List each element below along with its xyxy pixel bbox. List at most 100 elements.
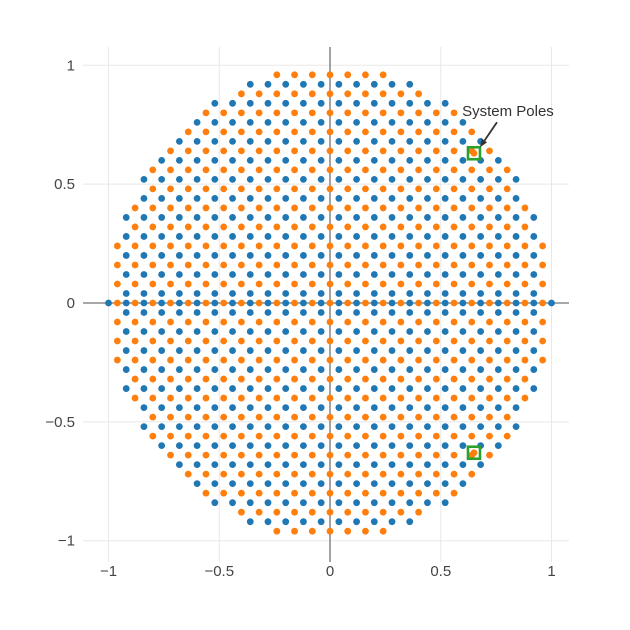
lattice-dot-blue <box>264 99 272 107</box>
lattice-dot-blue <box>512 404 520 411</box>
lattice-dot-blue <box>140 328 148 335</box>
lattice-dot-blue <box>193 175 201 183</box>
lattice-dot-blue <box>530 214 538 221</box>
lattice-dot-orange <box>308 394 316 402</box>
lattice-dot-orange <box>397 413 405 421</box>
lattice-dot-blue <box>193 290 201 297</box>
lattice-dot-orange <box>379 261 387 269</box>
lattice-dot-blue <box>370 99 378 107</box>
lattice-dot-orange <box>291 451 298 459</box>
lattice-dot-orange <box>432 185 440 193</box>
lattice-dot-blue <box>246 461 254 469</box>
lattice-dot-orange <box>308 451 316 459</box>
lattice-dot-blue <box>317 442 325 450</box>
lattice-dot-orange <box>167 185 174 193</box>
lattice-dot-orange <box>202 451 210 459</box>
lattice-dot-blue <box>370 290 378 297</box>
lattice-dot-orange <box>291 318 298 326</box>
lattice-dot-orange <box>397 508 405 516</box>
lattice-dot-orange <box>415 90 422 98</box>
lattice-dot-blue <box>441 461 449 469</box>
lattice-dot-blue <box>494 404 502 411</box>
lattice-dot-orange <box>379 394 387 402</box>
lattice-dot-orange <box>379 128 387 136</box>
lattice-dot-blue <box>335 118 343 126</box>
lattice-dot-orange <box>167 147 174 155</box>
lattice-dot-blue <box>530 347 538 354</box>
lattice-dot-blue <box>317 118 325 126</box>
lattice-dot-blue <box>193 347 201 354</box>
lattice-dot-blue <box>282 347 290 354</box>
lattice-dot-orange <box>503 166 511 174</box>
lattice-dot-blue <box>300 233 307 240</box>
lattice-dot-blue <box>246 385 254 392</box>
lattice-dot-orange <box>255 242 263 250</box>
lattice-dot-orange <box>344 223 352 231</box>
lattice-dot-blue <box>193 442 201 450</box>
lattice-dot-orange <box>202 356 210 364</box>
lattice-dot-orange <box>450 337 458 345</box>
lattice-dot-blue <box>424 290 431 297</box>
y-tick-label: 0.5 <box>54 176 75 193</box>
lattice-dot-orange <box>326 489 334 497</box>
lattice-dot-orange <box>379 147 387 155</box>
lattice-dot-orange <box>468 356 476 364</box>
lattice-dot-orange <box>397 432 405 440</box>
lattice-dot-orange <box>486 185 493 193</box>
lattice-dot-orange <box>326 185 334 193</box>
lattice-dot-orange <box>220 166 228 174</box>
lattice-dot-orange <box>344 204 352 212</box>
lattice-dot-blue <box>264 233 272 240</box>
lattice-dot-orange <box>167 299 174 307</box>
lattice-dot-blue <box>530 366 538 373</box>
lattice-dot-orange <box>344 318 352 326</box>
lattice-dot-blue <box>317 423 325 431</box>
lattice-dot-orange <box>255 166 263 174</box>
lattice-dot-blue <box>335 385 343 392</box>
lattice-dot-blue <box>441 347 449 354</box>
lattice-dot-orange <box>379 451 387 459</box>
lattice-dot-orange <box>326 527 334 535</box>
lattice-dot-orange <box>486 413 493 421</box>
lattice-dot-blue <box>459 328 467 335</box>
lattice-dot-orange <box>273 261 281 269</box>
lattice-dot-blue <box>370 309 378 316</box>
lattice-dot-orange <box>503 204 511 212</box>
lattice-dot-blue <box>353 518 360 526</box>
lattice-dot-orange <box>273 280 281 288</box>
annotation-arrow-line <box>483 121 498 142</box>
lattice-dot-blue <box>282 299 290 307</box>
lattice-dot-blue <box>441 404 449 411</box>
lattice-dot-orange <box>202 166 210 174</box>
lattice-dot-blue <box>459 423 467 431</box>
lattice-dot-blue <box>246 156 254 164</box>
lattice-dot-orange <box>397 470 405 478</box>
lattice-dot-orange <box>149 413 157 421</box>
lattice-dot-blue <box>335 366 343 373</box>
lattice-dot-blue <box>246 271 254 278</box>
lattice-dot-blue <box>175 461 183 469</box>
lattice-dot-orange <box>167 337 174 345</box>
lattice-dot-blue <box>282 385 290 392</box>
lattice-dot-blue <box>353 347 360 354</box>
lattice-dot-orange <box>273 109 281 117</box>
lattice-dot-orange <box>415 413 422 421</box>
lattice-dot-blue <box>388 309 396 316</box>
lattice-dot-blue <box>264 290 272 297</box>
lattice-dot-orange <box>539 299 547 307</box>
lattice-dot-blue <box>175 290 183 297</box>
lattice-dot-blue <box>282 461 290 469</box>
lattice-dot-blue <box>282 423 290 431</box>
lattice-dot-blue <box>229 423 236 431</box>
lattice-dot-orange <box>415 337 422 345</box>
lattice-dot-orange <box>149 261 157 269</box>
lattice-dot-orange <box>220 375 228 383</box>
lattice-dot-blue <box>424 99 431 107</box>
lattice-dot-blue <box>282 366 290 373</box>
lattice-dot-orange <box>326 128 334 136</box>
lattice-dot-blue <box>406 518 414 526</box>
lattice-dot-orange <box>450 204 458 212</box>
lattice-dot-blue <box>370 214 378 221</box>
lattice-dot-blue <box>317 480 325 488</box>
lattice-dot-blue <box>353 252 360 259</box>
